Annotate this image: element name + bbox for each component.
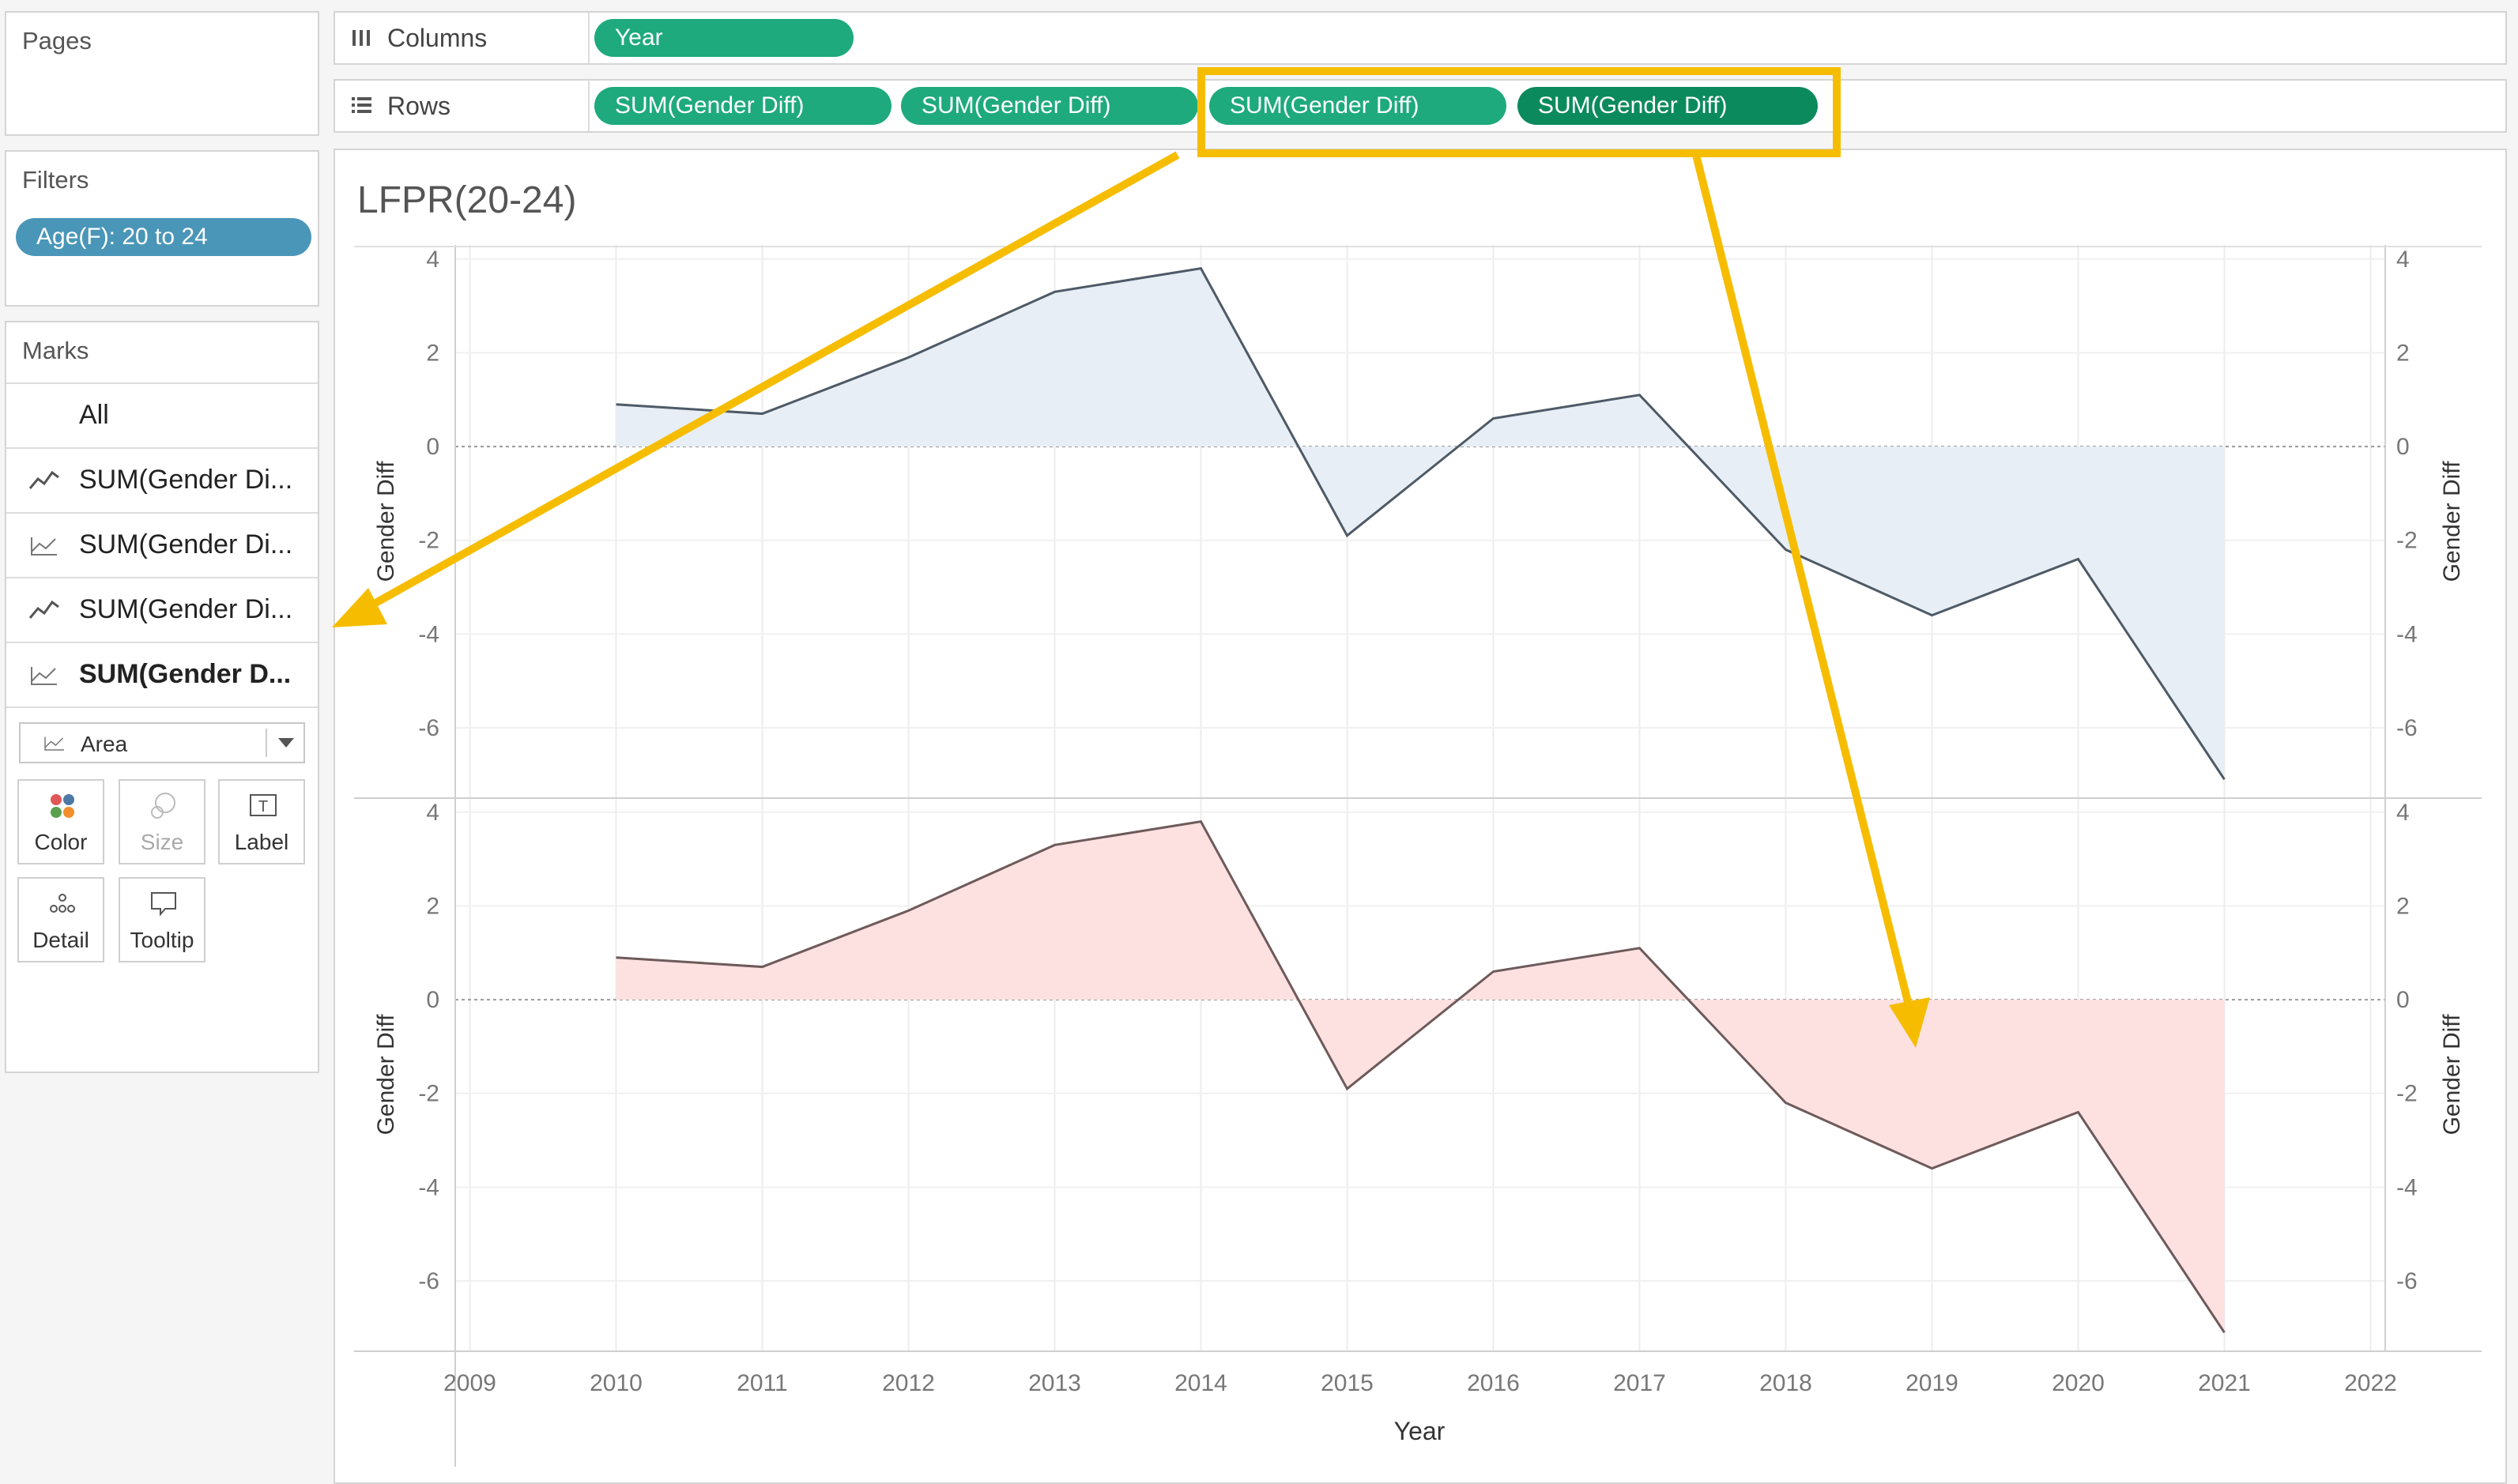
mark-type-dropdown[interactable]: Area — [19, 722, 305, 763]
color-button-label: Color — [34, 830, 88, 854]
size-button[interactable]: Size — [119, 779, 205, 864]
size-button-label: Size — [140, 830, 184, 854]
line-mark-icon — [28, 470, 59, 489]
marks-title: Marks — [22, 337, 89, 364]
detail-button-label: Detail — [32, 928, 89, 952]
chart-title: LFPR(20-24) — [357, 179, 577, 221]
marks-all-label: All — [79, 400, 109, 430]
row-pill-4[interactable]: SUM(Gender Diff) — [1517, 87, 1818, 125]
color-button[interactable]: Color — [17, 779, 104, 864]
marks-card-3-label: SUM(Gender Di... — [79, 594, 293, 624]
detail-button[interactable]: Detail — [17, 877, 104, 962]
shelf-divider — [588, 13, 590, 63]
shelf-divider — [588, 81, 590, 131]
marks-card-2-label: SUM(Gender Di... — [79, 529, 293, 559]
row-pill-1[interactable]: SUM(Gender Diff) — [594, 87, 891, 125]
color-icon — [51, 794, 74, 818]
size-icon — [151, 793, 175, 819]
dropdown-divider — [266, 729, 267, 757]
marks-card-2[interactable]: SUM(Gender Di... — [6, 512, 318, 575]
marks-card-3[interactable]: SUM(Gender Di... — [6, 577, 318, 640]
marks-card-4-label: SUM(Gender D... — [79, 659, 292, 689]
tooltip-button-label: Tooltip — [130, 928, 194, 952]
rows-icon — [352, 97, 371, 113]
view-canvas[interactable]: LFPR(20-24) — [334, 149, 2507, 1484]
marks-card-1[interactable]: SUM(Gender Di... — [6, 447, 318, 510]
tooltip-button[interactable]: Tooltip — [119, 877, 205, 962]
line-mark-icon — [28, 600, 59, 619]
area-mark-icon — [31, 537, 57, 556]
marks-all-row[interactable]: All — [6, 382, 318, 446]
filter-pill-age[interactable]: Age(F): 20 to 24 — [16, 218, 311, 256]
filters-title: Filters — [22, 166, 89, 194]
row-pill-3[interactable]: SUM(Gender Diff) — [1209, 87, 1506, 125]
columns-label: Columns — [387, 24, 488, 52]
mark-type-value: Area — [81, 732, 128, 756]
area-mark-icon — [31, 667, 57, 685]
label-button[interactable]: T Label — [218, 779, 305, 864]
columns-shelf[interactable]: Columns Year — [334, 11, 2507, 65]
area-mark-icon — [44, 736, 64, 751]
row-pill-2[interactable]: SUM(Gender Diff) — [901, 87, 1198, 125]
filters-card[interactable]: Filters Age(F): 20 to 24 — [5, 150, 319, 307]
pages-card[interactable]: Pages — [5, 11, 319, 136]
label-button-label: Label — [234, 830, 289, 854]
chevron-down-icon — [278, 738, 294, 748]
svg-text:T: T — [258, 798, 268, 815]
detail-icon — [50, 894, 75, 913]
rows-label: Rows — [387, 92, 451, 120]
label-icon: T — [250, 794, 277, 816]
marks-card-4[interactable]: SUM(Gender D... — [6, 642, 318, 708]
pages-title: Pages — [22, 27, 92, 55]
marks-card-1-label: SUM(Gender Di... — [79, 465, 293, 495]
tooltip-icon — [151, 892, 176, 917]
columns-icon — [352, 30, 370, 46]
rows-shelf[interactable]: Rows SUM(Gender Diff) SUM(Gender Diff) S… — [334, 79, 2507, 133]
column-pill-year[interactable]: Year — [594, 19, 854, 57]
